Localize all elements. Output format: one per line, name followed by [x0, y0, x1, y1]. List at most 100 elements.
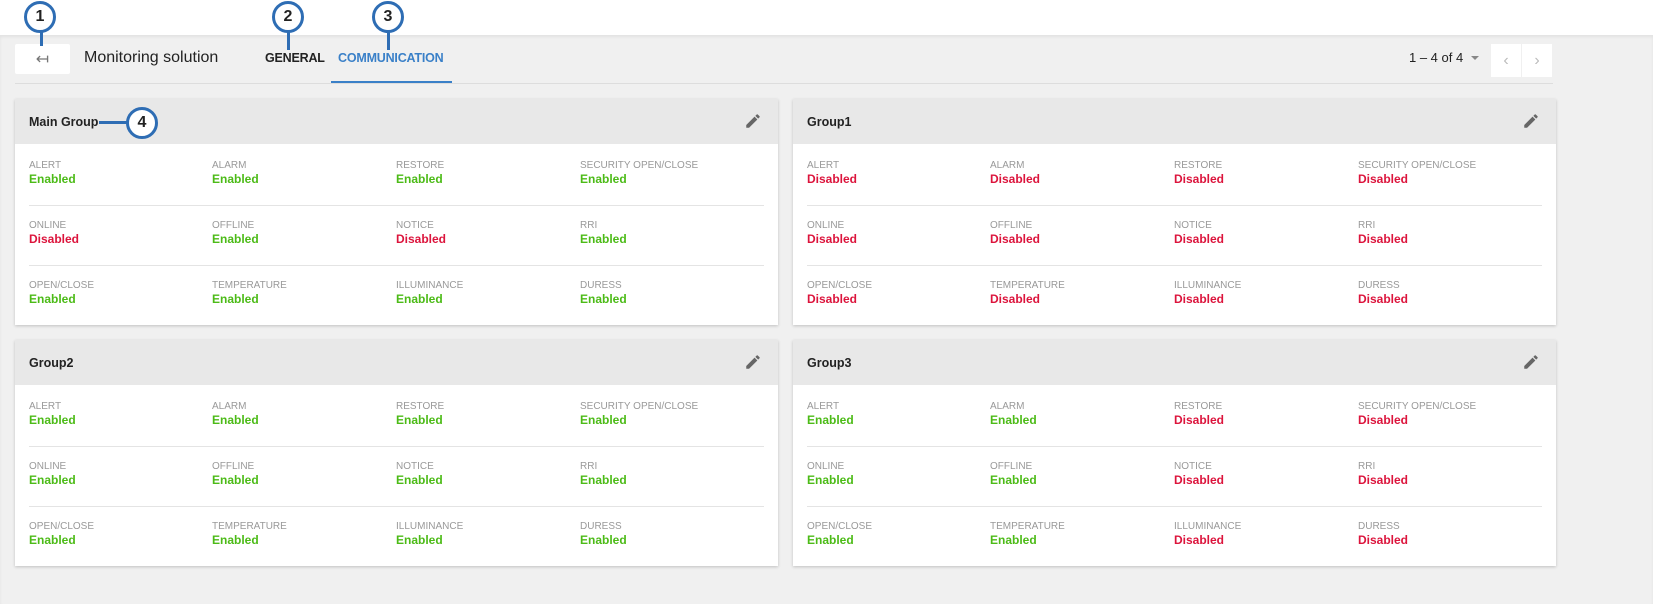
- group-card: Group3 ALERT Enabled ALARM Enabled RESTO…: [793, 340, 1556, 566]
- chevron-left-icon: ‹: [1503, 51, 1509, 69]
- event-status: Enabled: [580, 292, 627, 306]
- event-label: RESTORE: [1174, 401, 1223, 412]
- edit-pencil-icon[interactable]: [744, 353, 762, 371]
- event-label: RRI: [1358, 220, 1376, 231]
- event-status: Disabled: [1358, 292, 1409, 306]
- edit-pencil-icon[interactable]: [1522, 112, 1540, 130]
- event-label: NOTICE: [1174, 461, 1212, 472]
- event-status: Enabled: [212, 232, 259, 246]
- event-setting: OPEN/CLOSE Enabled: [29, 521, 94, 548]
- event-status: Enabled: [807, 473, 854, 487]
- event-status: Disabled: [1358, 172, 1409, 186]
- event-setting: RESTORE Enabled: [396, 401, 444, 428]
- event-status: Disabled: [1174, 172, 1225, 186]
- event-setting: OFFLINE Enabled: [212, 461, 259, 488]
- event-setting: SECURITY OPEN/CLOSE Disabled: [1358, 160, 1476, 187]
- event-setting: OFFLINE Enabled: [212, 220, 259, 247]
- event-status: Disabled: [1174, 232, 1225, 246]
- callout-badge: 2: [272, 1, 304, 33]
- group-card: Group1 ALERT Disabled ALARM Disabled RES…: [793, 99, 1556, 325]
- event-label: ALERT: [29, 401, 62, 412]
- event-setting: TEMPERATURE Enabled: [990, 521, 1065, 548]
- row-divider: [807, 506, 1542, 507]
- event-status: Disabled: [990, 292, 1041, 306]
- event-setting: RRI Disabled: [1358, 220, 1408, 247]
- event-row: ONLINE Enabled OFFLINE Enabled NOTICE Di…: [807, 461, 1542, 501]
- edit-pencil-icon[interactable]: [744, 112, 762, 130]
- event-label: ALARM: [212, 401, 247, 412]
- next-page-button[interactable]: ›: [1522, 44, 1552, 77]
- event-setting: ALERT Disabled: [807, 160, 857, 187]
- event-setting: TEMPERATURE Enabled: [212, 280, 287, 307]
- event-setting: ONLINE Enabled: [807, 461, 854, 488]
- event-status: Enabled: [396, 292, 443, 306]
- event-setting: ILLUMINANCE Disabled: [1174, 280, 1241, 307]
- event-setting: SECURITY OPEN/CLOSE Disabled: [1358, 401, 1476, 428]
- row-divider: [807, 265, 1542, 266]
- event-label: OPEN/CLOSE: [29, 280, 95, 291]
- group-card: Main Group ALERT Enabled ALARM Enabled R…: [15, 99, 778, 325]
- callout-badge: 4: [126, 107, 158, 139]
- event-row: ALERT Disabled ALARM Disabled RESTORE Di…: [807, 160, 1542, 200]
- event-setting: DURESS Enabled: [580, 521, 627, 548]
- event-setting: RESTORE Disabled: [1174, 160, 1224, 187]
- callout-line: [99, 121, 129, 124]
- prev-page-button[interactable]: ‹: [1491, 44, 1521, 77]
- event-setting: ILLUMINANCE Enabled: [396, 521, 463, 548]
- caret-down-icon[interactable]: [1471, 56, 1479, 60]
- event-label: ILLUMINANCE: [1174, 280, 1242, 291]
- event-setting: ALARM Enabled: [212, 160, 259, 187]
- event-label: TEMPERATURE: [212, 521, 287, 532]
- pagination-range[interactable]: 1 – 4 of 4: [1409, 50, 1464, 65]
- event-setting: TEMPERATURE Disabled: [990, 280, 1065, 307]
- arrow-back-icon: ↤: [35, 51, 50, 68]
- event-status: Disabled: [1358, 473, 1409, 487]
- event-setting: OPEN/CLOSE Enabled: [807, 521, 872, 548]
- event-setting: ONLINE Disabled: [807, 220, 857, 247]
- event-row: ONLINE Enabled OFFLINE Enabled NOTICE En…: [29, 461, 764, 501]
- event-row: ALERT Enabled ALARM Enabled RESTORE Enab…: [29, 401, 764, 441]
- callout-line: [387, 30, 390, 50]
- event-status: Enabled: [212, 473, 259, 487]
- tab-communication[interactable]: COMMUNICATION: [338, 51, 444, 65]
- event-label: NOTICE: [396, 461, 434, 472]
- event-setting: TEMPERATURE Enabled: [212, 521, 287, 548]
- event-setting: RRI Enabled: [580, 461, 627, 488]
- event-label: RESTORE: [396, 160, 445, 171]
- event-setting: ALARM Enabled: [990, 401, 1037, 428]
- event-setting: ILLUMINANCE Enabled: [396, 280, 463, 307]
- active-tab-indicator: [331, 81, 452, 83]
- row-divider: [807, 446, 1542, 447]
- event-status: Disabled: [1358, 232, 1409, 246]
- group-name: Group1: [807, 115, 852, 129]
- event-status: Enabled: [212, 413, 259, 427]
- event-status: Enabled: [29, 292, 76, 306]
- edit-pencil-icon[interactable]: [1522, 353, 1540, 371]
- event-row: OPEN/CLOSE Enabled TEMPERATURE Enabled I…: [807, 521, 1542, 561]
- event-setting: OPEN/CLOSE Disabled: [807, 280, 872, 307]
- callout-badge: 1: [24, 1, 56, 33]
- back-button[interactable]: ↤: [15, 44, 70, 74]
- group-card: Group2 ALERT Enabled ALARM Enabled RESTO…: [15, 340, 778, 566]
- event-status: Disabled: [1174, 292, 1225, 306]
- event-label: RESTORE: [396, 401, 445, 412]
- event-label: NOTICE: [396, 220, 434, 231]
- event-status: Enabled: [580, 232, 627, 246]
- event-status: Enabled: [580, 473, 627, 487]
- event-label: ALARM: [990, 160, 1025, 171]
- event-row: OPEN/CLOSE Disabled TEMPERATURE Disabled…: [807, 280, 1542, 320]
- event-status: Enabled: [396, 413, 443, 427]
- event-label: OFFLINE: [212, 220, 255, 231]
- event-status: Enabled: [396, 473, 443, 487]
- event-label: ALERT: [807, 401, 840, 412]
- event-setting: ONLINE Enabled: [29, 461, 76, 488]
- event-label: SECURITY OPEN/CLOSE: [1358, 160, 1477, 171]
- event-setting: OPEN/CLOSE Enabled: [29, 280, 94, 307]
- tab-general[interactable]: GENERAL: [265, 51, 325, 65]
- event-status: Enabled: [212, 533, 259, 547]
- event-status: Enabled: [580, 413, 627, 427]
- event-label: ONLINE: [807, 220, 845, 231]
- row-divider: [29, 205, 764, 206]
- event-status: Disabled: [807, 232, 858, 246]
- event-row: ONLINE Disabled OFFLINE Disabled NOTICE …: [807, 220, 1542, 260]
